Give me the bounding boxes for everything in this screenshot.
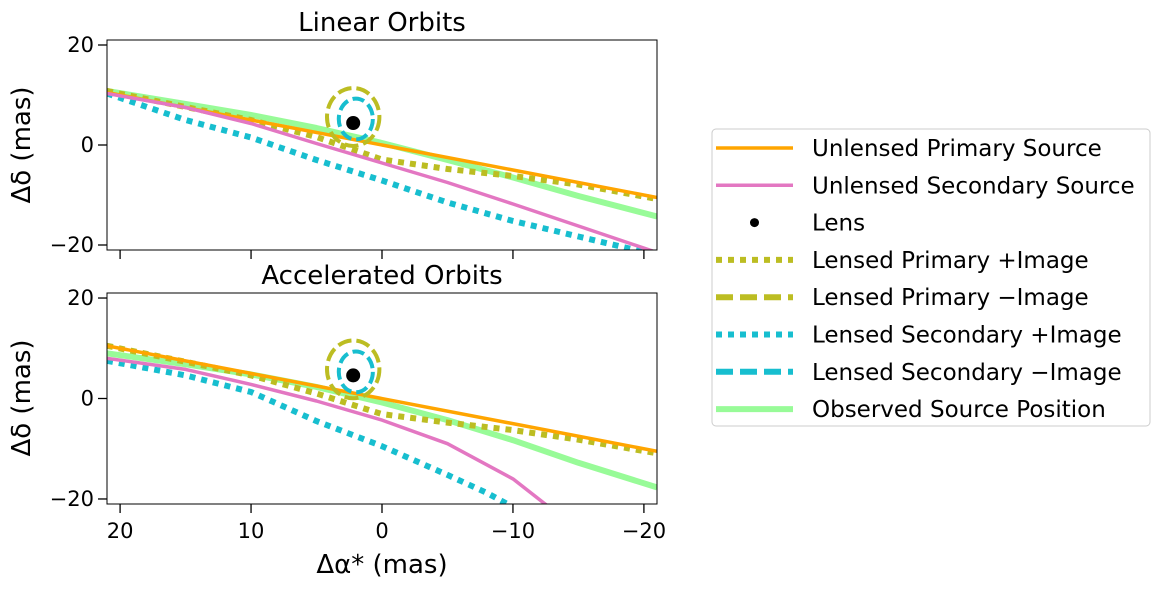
- legend-label: Lensed Secondary +Image: [812, 323, 1122, 349]
- series-prim-plus: [107, 88, 657, 202]
- x-tick-label: 0: [375, 519, 388, 543]
- ring-secondary-minus-image: [336, 349, 375, 395]
- legend: Unlensed Primary Source Unlensed Secondar…: [711, 128, 1151, 427]
- series-obs: [107, 88, 657, 220]
- y-tick-label: 20: [67, 33, 94, 57]
- legend-swatch-lens: [750, 218, 759, 228]
- panel-title-accelerated: Accelerated Orbits: [261, 261, 502, 291]
- x-tick-label: −10: [491, 519, 535, 543]
- y-tick-label: −20: [50, 233, 94, 257]
- x-tick-label: −20: [622, 519, 666, 543]
- legend-label: Lensed Primary −Image: [812, 285, 1089, 311]
- plot-area-accelerated: [107, 338, 657, 504]
- axis-ticks-linear: 20 0 −20: [50, 33, 645, 259]
- y-tick-label: 0: [81, 387, 94, 411]
- legend-label: Lens: [812, 211, 865, 237]
- series-prim-plus: [107, 342, 657, 457]
- series-unl-prim: [107, 344, 657, 454]
- legend-label: Unlensed Primary Source: [812, 136, 1102, 162]
- y-axis-label-accelerated: Δδ (mas): [7, 339, 37, 456]
- y-tick-label: −20: [50, 487, 94, 511]
- y-tick-label: 20: [67, 286, 94, 310]
- panel-accelerated-orbits: Accelerated Orbits 20 10 0 −10 −20 20 0 −20 Δδ …: [7, 261, 666, 580]
- lens-marker: [346, 368, 361, 383]
- axis-ticks-accelerated: 20 10 0 −10 −20 20 0 −20: [50, 286, 666, 543]
- y-tick-label: 0: [81, 133, 94, 157]
- lens-marker: [346, 116, 361, 130]
- legend-box: [711, 128, 1151, 427]
- series-sec-plus: [107, 357, 514, 504]
- x-axis-label: Δα* (mas): [316, 550, 447, 580]
- series-unl-sec: [107, 91, 656, 250]
- legend-label: Lensed Primary +Image: [812, 248, 1089, 274]
- series-unl-sec: [107, 356, 548, 504]
- x-tick-label: 10: [238, 519, 265, 543]
- legend-label: Observed Source Position: [812, 397, 1106, 423]
- y-axis-label-linear: Δδ (mas): [7, 86, 37, 203]
- x-tick-label: 20: [107, 519, 134, 543]
- legend-label: Lensed Secondary −Image: [812, 360, 1122, 386]
- ring-secondary-minus-image: [336, 96, 375, 142]
- series-sec-plus: [107, 90, 649, 250]
- panel-linear-orbits: Linear Orbits 20 0 −20 Δδ (mas): [7, 8, 658, 259]
- plot-area-linear: [107, 86, 657, 250]
- ring-primary-minus-image: [325, 86, 382, 148]
- series-obs: [107, 350, 657, 491]
- panel-title-linear: Linear Orbits: [298, 8, 466, 38]
- ring-primary-minus-image: [325, 338, 382, 401]
- legend-label: Unlensed Secondary Source: [812, 173, 1135, 199]
